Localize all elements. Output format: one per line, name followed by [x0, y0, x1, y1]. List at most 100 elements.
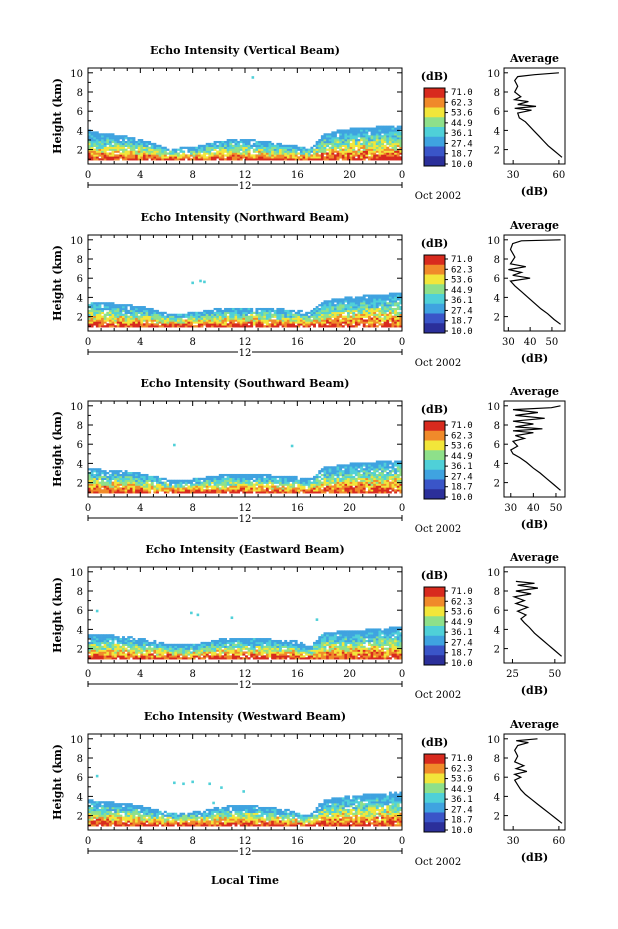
heatmap-cell: [286, 146, 290, 149]
heatmap-cell: [127, 142, 131, 146]
average-y-tick-label: 6: [494, 440, 500, 451]
heatmap-cell: [344, 140, 348, 144]
heatmap-cell: [111, 139, 115, 142]
heatmap-cell: [362, 129, 366, 132]
heatmap-cell: [289, 317, 293, 320]
heatmap-cell: [210, 475, 214, 479]
heatmap-cell: [95, 319, 99, 322]
heatmap-cell: [239, 325, 243, 328]
heatmap-cell: [252, 473, 256, 477]
heatmap-cell: [114, 479, 118, 482]
heatmap-cell: [122, 655, 125, 658]
heatmap-cell: [305, 319, 309, 322]
heatmap-cell: [176, 643, 180, 647]
heatmap-cell: [197, 158, 201, 161]
heatmap-cell: [156, 481, 159, 484]
heatmap-cell: [127, 325, 131, 328]
heatmap-cell: [310, 483, 314, 486]
heatmap-cell: [156, 317, 159, 320]
heatmap-cell: [163, 146, 167, 149]
heatmap-cell: [229, 313, 233, 316]
heatmap-cell: [271, 641, 275, 645]
heatmap-cell: [396, 154, 400, 157]
heatmap-cell: [250, 475, 254, 479]
heatmap-cell: [101, 135, 104, 138]
heatmap-cell: [365, 135, 369, 138]
heatmap-cell: [163, 156, 167, 159]
heatmap-cell: [142, 641, 146, 645]
heatmap-cell: [231, 156, 235, 159]
heatmap-cell: [373, 154, 377, 157]
heatmap-cell: [294, 152, 298, 155]
heatmap-cell: [323, 150, 327, 153]
heatmap-cell: [370, 475, 374, 479]
heatmap-cells: [88, 279, 403, 328]
heatmap-cell: [239, 645, 243, 648]
heatmap-cell: [386, 137, 390, 140]
heatmap-cell: [242, 489, 246, 492]
heatmap-cell: [239, 139, 243, 142]
heatmap-cell: [171, 325, 175, 328]
heatmap-cell: [370, 311, 374, 315]
heatmap-cell: [119, 475, 123, 479]
heatmap-cell: [388, 460, 392, 463]
heatmap-cell: [263, 156, 267, 159]
heatmap-cell: [318, 304, 322, 307]
heatmap-cell: [142, 158, 146, 161]
heatmap-cell: [161, 156, 165, 159]
heatmap-cell: [265, 638, 269, 641]
heatmap-cell: [299, 323, 303, 326]
heatmap-cell: [289, 655, 293, 658]
heatmap-cell: [284, 639, 288, 643]
heatmap-cell: [313, 319, 316, 322]
heatmap-cell: [357, 135, 361, 138]
heatmap-cell: [391, 304, 395, 307]
heatmap-cell: [129, 317, 133, 320]
heatmap-cell: [347, 323, 350, 326]
heatmap-cell: [367, 146, 371, 149]
heatmap-cell: [197, 319, 201, 322]
heatmap-cell: [210, 649, 214, 652]
heatmap-cell: [200, 489, 204, 492]
heatmap-cell: [391, 309, 395, 313]
heatmap-cell: [90, 156, 94, 159]
heatmap-cell: [135, 643, 139, 647]
heatmap-cell: [323, 487, 327, 490]
heatmap-cell: [268, 142, 272, 146]
heatmap-cell: [127, 639, 131, 643]
heatmap-cell: [328, 470, 332, 473]
heatmap-cell: [381, 479, 384, 482]
heatmap-cell: [150, 323, 154, 326]
heatmap-cell: [391, 135, 395, 138]
heatmap-cell: [114, 643, 118, 647]
heatmap-cell: [318, 321, 322, 324]
heatmap-cell: [187, 651, 191, 654]
heatmap-cell: [302, 148, 306, 151]
heatmap-cell: [90, 313, 94, 316]
heatmap-cell: [237, 487, 241, 490]
heatmap-cell: [263, 307, 267, 311]
heatmap-cell: [90, 651, 94, 654]
heatmap-cell: [373, 323, 377, 326]
heatmap-cell: [386, 462, 390, 465]
heatmap-cell: [396, 311, 400, 315]
heatmap-cell: [344, 470, 348, 473]
heatmap-cell: [231, 487, 235, 490]
x-tick-label: 20: [343, 503, 356, 514]
heatmap-cell: [388, 311, 392, 315]
heatmap-cell: [124, 643, 128, 647]
heatmap-cell: [182, 152, 186, 155]
heatmap-cell: [394, 313, 398, 316]
heatmap-cell: [111, 653, 115, 656]
heatmap-cell: [271, 639, 275, 643]
heatmap-cell: [302, 481, 306, 484]
heatmap-cell: [341, 142, 345, 146]
heatmap-cell: [95, 645, 99, 648]
heatmap-cell: [360, 142, 364, 146]
heatmap-cell: [150, 487, 154, 490]
heatmap-cell: [150, 485, 154, 488]
heatmap-cell: [386, 464, 390, 467]
heatmap-cell: [108, 321, 112, 324]
heatmap-cell: [218, 311, 222, 315]
colorbar-frame: [423, 420, 446, 500]
